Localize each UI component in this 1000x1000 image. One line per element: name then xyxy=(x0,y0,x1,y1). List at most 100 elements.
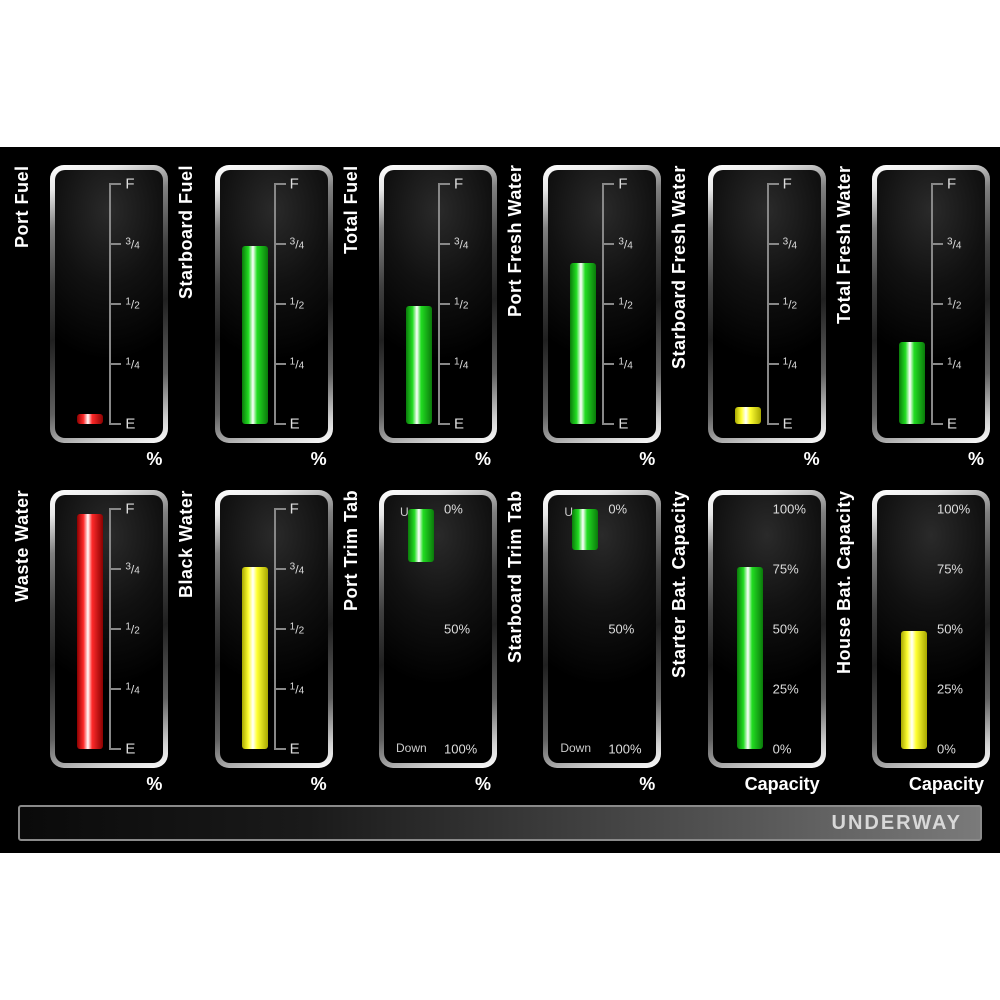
gauge-waste-water: Waste WaterF3/41/21/4E% xyxy=(10,490,168,795)
gauge-bar xyxy=(77,514,103,749)
tick-label: 1/4 xyxy=(618,357,632,372)
tick-label: 1/4 xyxy=(454,357,468,372)
gauge-unit: Capacity xyxy=(690,774,825,795)
gauge-scale: F3/41/21/4E xyxy=(767,184,768,424)
gauge-port-trim-tab: Port Trim Tab0%50%100%UpDown% xyxy=(339,490,497,795)
tick-label: 1/4 xyxy=(783,357,797,372)
tick-label: F xyxy=(454,176,463,193)
gauge-inner: F3/41/21/4E xyxy=(877,170,985,438)
tick-label: 100% xyxy=(444,742,477,757)
gauge-scale: F3/41/21/4E xyxy=(109,184,110,424)
tick-label: 1/2 xyxy=(290,297,304,312)
gauge-frame: F3/41/21/4E xyxy=(50,490,168,768)
gauge-unit: Capacity xyxy=(855,774,990,795)
gauge-frame: F3/41/21/4E xyxy=(50,165,168,443)
status-text: UNDERWAY xyxy=(832,812,962,835)
gauge-inner: F3/41/21/4E xyxy=(220,170,328,438)
gauge-scale: F3/41/21/4E xyxy=(931,184,932,424)
tick-label: E xyxy=(454,416,464,433)
gauge-starboard-fuel: Starboard FuelF3/41/21/4E% xyxy=(174,165,332,470)
tick-label: 0% xyxy=(608,502,627,517)
gauge-inner: 0%50%100%UpDown xyxy=(384,495,492,763)
gauge-body: 100%75%50%25%0% Capacity xyxy=(855,490,990,795)
gauge-row-1: Port FuelF3/41/21/4E%Starboard FuelF3/41… xyxy=(10,165,990,470)
gauge-port-fuel: Port FuelF3/41/21/4E% xyxy=(10,165,168,470)
tick-label: 1/2 xyxy=(454,297,468,312)
gauge-starboard-fresh-water: Starboard Fresh WaterF3/41/21/4E% xyxy=(667,165,825,470)
tick-label: F xyxy=(125,176,134,193)
gauge-bar xyxy=(570,263,596,424)
gauge-frame: 0%50%100%UpDown xyxy=(379,490,497,768)
gauge-body: F3/41/21/4E% xyxy=(197,490,332,795)
dashboard-panel: Port FuelF3/41/21/4E%Starboard FuelF3/41… xyxy=(0,147,1000,853)
gauge-bar xyxy=(901,631,927,749)
gauge-black-water: Black WaterF3/41/21/4E% xyxy=(174,490,332,795)
gauge-frame: F3/41/21/4E xyxy=(379,165,497,443)
gauge-bar xyxy=(77,414,103,424)
gauge-body: 0%50%100%UpDown% xyxy=(362,490,497,795)
tick-label: F xyxy=(618,176,627,193)
gauge-frame: F3/41/21/4E xyxy=(708,165,826,443)
tick-label: 1/4 xyxy=(125,682,139,697)
gauge-total-fuel: Total FuelF3/41/21/4E% xyxy=(339,165,497,470)
tick-label: 1/4 xyxy=(290,682,304,697)
tick-label: E xyxy=(290,416,300,433)
tick-label: E xyxy=(125,741,135,758)
trim-down-label: Down xyxy=(560,741,591,755)
gauge-inner: 0%50%100%UpDown xyxy=(548,495,656,763)
gauge-scale: 0%50%100%UpDown xyxy=(438,509,439,749)
gauge-unit: % xyxy=(197,449,332,470)
gauge-label: Total Fuel xyxy=(339,165,362,435)
gauge-bar xyxy=(737,567,763,749)
tick-label: 0% xyxy=(444,502,463,517)
gauge-unit: % xyxy=(855,449,990,470)
gauge-frame: 100%75%50%25%0% xyxy=(708,490,826,768)
gauge-bar xyxy=(572,509,598,550)
tick-label: 1/2 xyxy=(947,297,961,312)
gauge-unit: % xyxy=(197,774,332,795)
tick-label: 1/2 xyxy=(290,622,304,637)
gauge-inner: F3/41/21/4E xyxy=(55,495,163,763)
gauge-inner: 100%75%50%25%0% xyxy=(713,495,821,763)
gauge-bar xyxy=(242,567,268,749)
tick-label: 0% xyxy=(937,742,956,757)
gauge-bar xyxy=(408,509,434,562)
tick-label: E xyxy=(125,416,135,433)
gauge-house-bat-capacity: House Bat. Capacity 100%75%50%25%0% Capaci… xyxy=(832,490,990,795)
gauge-scale: F3/41/21/4E xyxy=(109,509,110,749)
tick-label: F xyxy=(783,176,792,193)
gauge-body: F3/41/21/4E% xyxy=(362,165,497,470)
gauge-label: Total Fresh Water xyxy=(832,165,855,435)
gauge-label: Starboard Fuel xyxy=(174,165,197,435)
gauge-inner: F3/41/21/4E xyxy=(220,495,328,763)
gauge-inner: F3/41/21/4E xyxy=(55,170,163,438)
gauge-inner: 100%75%50%25%0% xyxy=(877,495,985,763)
tick-label: 1/4 xyxy=(947,357,961,372)
gauge-body: F3/41/21/4E% xyxy=(526,165,661,470)
gauge-inner: F3/41/21/4E xyxy=(548,170,656,438)
gauge-unit: % xyxy=(362,449,497,470)
gauge-frame: 100%75%50%25%0% xyxy=(872,490,990,768)
tick-label: 3/4 xyxy=(947,237,961,252)
status-bar: UNDERWAY xyxy=(18,805,982,841)
tick-label: 75% xyxy=(773,562,799,577)
tick-label: 0% xyxy=(773,742,792,757)
tick-label: F xyxy=(947,176,956,193)
tick-label: 50% xyxy=(773,622,799,637)
tick-label: 1/2 xyxy=(125,297,139,312)
gauge-scale: F3/41/21/4E xyxy=(274,509,275,749)
gauge-body: F3/41/21/4E% xyxy=(197,165,332,470)
gauge-label: House Bat. Capacity xyxy=(832,490,855,760)
gauge-body: F3/41/21/4E% xyxy=(690,165,825,470)
gauge-frame: F3/41/21/4E xyxy=(543,165,661,443)
tick-label: F xyxy=(290,176,299,193)
gauge-label: Port Trim Tab xyxy=(339,490,362,760)
gauge-rows: Port FuelF3/41/21/4E%Starboard FuelF3/41… xyxy=(10,165,990,795)
tick-label: 100% xyxy=(937,502,970,517)
tick-label: 100% xyxy=(773,502,806,517)
gauge-body: 0%50%100%UpDown% xyxy=(526,490,661,795)
tick-label: 1/2 xyxy=(783,297,797,312)
gauge-inner: F3/41/21/4E xyxy=(384,170,492,438)
gauge-label: Starter Bat. Capacity xyxy=(667,490,690,760)
gauge-bar xyxy=(899,342,925,424)
